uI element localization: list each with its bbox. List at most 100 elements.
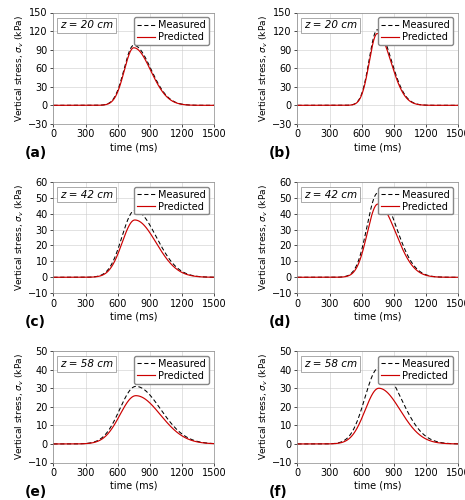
Predicted xyxy=(208,274,214,280)
Y-axis label: Vertical stress, $\sigma_v$ (kPa): Vertical stress, $\sigma_v$ (kPa) xyxy=(258,184,270,291)
Measured xyxy=(79,441,84,447)
Text: (f): (f) xyxy=(269,485,287,499)
Predicted xyxy=(131,45,137,51)
Measured xyxy=(112,93,118,99)
Measured xyxy=(452,440,458,446)
Legend: Measured, Predicted: Measured, Predicted xyxy=(134,186,209,214)
Measured xyxy=(208,274,214,280)
Measured xyxy=(323,102,328,108)
Text: z = 42 cm: z = 42 cm xyxy=(60,190,113,200)
Predicted xyxy=(452,441,458,447)
Predicted xyxy=(79,102,84,108)
Measured xyxy=(374,27,380,33)
Text: (c): (c) xyxy=(25,316,46,330)
Measured xyxy=(69,274,74,280)
Text: (b): (b) xyxy=(269,146,291,160)
Measured xyxy=(191,272,196,278)
Measured xyxy=(295,441,300,447)
Measured xyxy=(51,441,56,447)
Measured xyxy=(208,440,214,446)
X-axis label: time (ms): time (ms) xyxy=(110,312,158,322)
Predicted xyxy=(133,392,139,398)
Measured xyxy=(356,413,362,419)
X-axis label: time (ms): time (ms) xyxy=(110,481,158,491)
Predicted xyxy=(69,441,74,447)
Line: Predicted: Predicted xyxy=(298,388,458,444)
Measured xyxy=(295,274,300,280)
Measured xyxy=(455,102,461,108)
Line: Predicted: Predicted xyxy=(53,396,214,444)
Predicted xyxy=(211,274,217,280)
Predicted xyxy=(363,235,369,241)
Measured xyxy=(51,102,56,108)
Line: Measured: Measured xyxy=(53,210,214,278)
Measured xyxy=(51,274,56,280)
Predicted xyxy=(69,274,74,280)
Predicted xyxy=(79,441,84,447)
Measured xyxy=(363,74,369,80)
Predicted xyxy=(455,441,461,447)
Predicted xyxy=(208,102,214,108)
Predicted xyxy=(119,76,125,82)
Measured xyxy=(211,274,217,280)
Measured xyxy=(208,102,214,108)
Predicted xyxy=(313,102,319,108)
Predicted xyxy=(356,97,362,103)
Measured xyxy=(363,391,369,397)
Y-axis label: Vertical stress, $\sigma_v$ (kPa): Vertical stress, $\sigma_v$ (kPa) xyxy=(13,184,26,291)
Text: z = 20 cm: z = 20 cm xyxy=(304,20,357,30)
Legend: Measured, Predicted: Measured, Predicted xyxy=(378,186,453,214)
Text: (e): (e) xyxy=(25,485,47,499)
Predicted xyxy=(374,30,380,36)
Y-axis label: Vertical stress, $\sigma_v$ (kPa): Vertical stress, $\sigma_v$ (kPa) xyxy=(258,354,270,460)
Measured xyxy=(211,440,217,446)
Predicted xyxy=(376,385,382,391)
Line: Measured: Measured xyxy=(53,46,214,106)
Measured xyxy=(191,438,196,444)
Legend: Measured, Predicted: Measured, Predicted xyxy=(378,356,453,384)
Predicted xyxy=(295,274,300,280)
Measured xyxy=(375,190,380,196)
Predicted xyxy=(435,274,440,280)
Measured xyxy=(112,254,118,260)
Predicted xyxy=(119,240,125,246)
Measured xyxy=(211,102,217,108)
Predicted xyxy=(51,102,56,108)
Predicted xyxy=(112,258,118,264)
Predicted xyxy=(132,217,138,223)
Predicted xyxy=(191,102,196,108)
Predicted xyxy=(51,274,56,280)
Predicted xyxy=(356,260,362,266)
Measured xyxy=(313,441,319,447)
Measured xyxy=(119,74,125,80)
Measured xyxy=(323,441,328,447)
Predicted xyxy=(211,440,217,446)
Measured xyxy=(69,102,74,108)
Text: (a): (a) xyxy=(25,146,47,160)
Predicted xyxy=(363,405,369,411)
Predicted xyxy=(455,102,461,108)
Measured xyxy=(131,42,137,48)
Predicted xyxy=(455,274,461,280)
Predicted xyxy=(191,273,196,279)
Predicted xyxy=(119,408,125,414)
Measured xyxy=(132,208,138,214)
Measured xyxy=(435,439,440,445)
Y-axis label: Vertical stress, $\sigma_v$ (kPa): Vertical stress, $\sigma_v$ (kPa) xyxy=(13,15,26,122)
Measured xyxy=(79,274,84,280)
Measured xyxy=(119,234,125,239)
Measured xyxy=(313,102,319,108)
Measured xyxy=(119,402,125,407)
Measured xyxy=(133,384,139,390)
Measured xyxy=(313,274,319,280)
Measured xyxy=(363,228,369,234)
Measured xyxy=(452,274,458,280)
Line: Measured: Measured xyxy=(53,386,214,444)
Line: Predicted: Predicted xyxy=(298,34,458,106)
Predicted xyxy=(295,441,300,447)
Predicted xyxy=(375,201,380,207)
Predicted xyxy=(435,440,440,446)
Legend: Measured, Predicted: Measured, Predicted xyxy=(134,356,209,384)
Measured xyxy=(376,365,382,371)
Measured xyxy=(435,274,440,280)
